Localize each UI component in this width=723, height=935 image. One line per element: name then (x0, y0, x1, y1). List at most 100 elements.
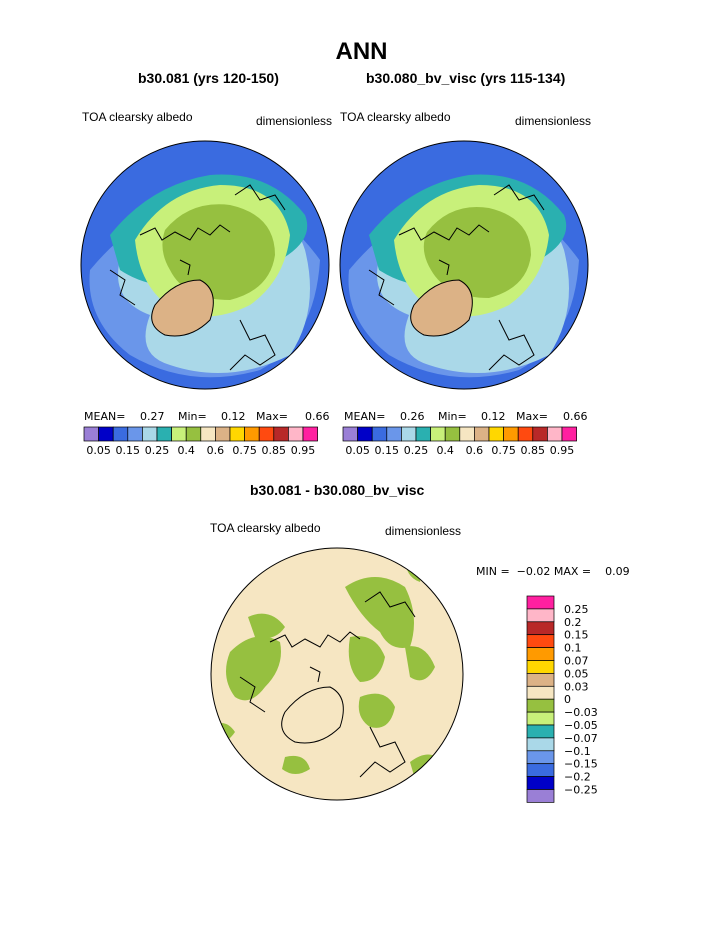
colorbar-tick-label: 0.05 (345, 444, 370, 457)
colorbar-box (401, 426, 417, 442)
greenland-region (410, 280, 473, 336)
polar-map-difference (210, 547, 464, 801)
colorbar-panel-1: 0.05 0.15 0.25 0.4 0.6 0.75 0.85 0.95 (83, 426, 318, 457)
colorbar-box (561, 426, 577, 442)
diff-variable-label: TOA clearsky albedo (210, 521, 321, 535)
colorbar-box (526, 776, 555, 790)
diff-min-max-stats: MIN = −0.02 MAX = 0.09 (476, 565, 630, 578)
panel-1-variable-label: TOA clearsky albedo (82, 110, 193, 124)
colorbar-box (200, 426, 216, 442)
colorbar-tick-label: −0.03 (564, 706, 598, 719)
colorbar-tick-label: 0.85 (262, 444, 287, 457)
panel-2-max-value: 0.66 (563, 410, 588, 423)
colorbar-box (526, 698, 555, 713)
colorbar-box (302, 426, 318, 442)
panel-2-variable-label: TOA clearsky albedo (340, 110, 451, 124)
colorbar-box (112, 426, 129, 442)
panel-1-units-label: dimensionless (256, 114, 333, 128)
polar-map-2 (339, 140, 589, 390)
negative-difference-patch (405, 646, 435, 681)
colorbar-tick-label: 0.75 (232, 444, 257, 457)
colorbar-box (526, 634, 555, 648)
colorbar-box (526, 724, 555, 739)
colorbar-box (547, 426, 563, 442)
negative-difference-patch (345, 577, 414, 648)
colorbar-box (526, 763, 555, 777)
colorbar-tick-label: 0.15 (564, 629, 589, 642)
panel-1-max-value: 0.66 (305, 410, 330, 423)
colorbar-tick-label: 0.85 (521, 444, 546, 457)
panel-1-min-label: Min= (178, 410, 207, 423)
colorbar-box (244, 426, 260, 442)
panel-2-min-label: Min= (438, 410, 467, 423)
colorbar-box (526, 789, 555, 803)
figure-title: ANN (335, 38, 388, 65)
colorbar-box (215, 426, 231, 442)
colorbar-tick-label: 0.75 (491, 444, 515, 457)
colorbar-box (526, 660, 555, 674)
colorbar-box (83, 426, 99, 442)
coastlines (239, 591, 416, 778)
colorbar-box (532, 426, 548, 442)
colorbar-box (258, 426, 275, 442)
colorbar-box (526, 608, 555, 623)
sea-ice-region (162, 204, 275, 300)
panel-2-mean-label: MEAN= (344, 410, 386, 423)
colorbar-tick-label: 0.25 (564, 603, 589, 616)
panel-2-min-value: 0.12 (481, 410, 506, 423)
diff-panel-title: b30.081 - b30.080_bv_visc (250, 482, 425, 498)
colorbar-box (357, 426, 373, 442)
colorbar-tick-label: 0.15 (116, 444, 140, 457)
colorbar-tick-label: 0.25 (145, 444, 170, 457)
colorbar-box (127, 426, 143, 442)
colorbar-tick-label: 0.6 (466, 444, 484, 457)
colorbar-tick-label: 0.2 (564, 616, 582, 629)
colorbar-tick-label: −0.15 (564, 758, 598, 771)
colorbar-panel-2: 0.05 0.15 0.25 0.4 0.6 0.75 0.85 0.95 (342, 426, 577, 457)
polar-map-1 (80, 140, 330, 390)
sea-ice-region (423, 207, 531, 298)
colorbar-box (517, 426, 534, 442)
colorbar-box (98, 426, 114, 442)
colorbar-box (185, 426, 202, 442)
colorbar-tick-label: 0.6 (207, 444, 225, 457)
colorbar-tick-label: 0.4 (436, 444, 454, 457)
colorbar-tick-label: 0.05 (564, 667, 589, 680)
greenland-region (151, 280, 214, 336)
colorbar-tick-label: 0.95 (291, 444, 316, 457)
colorbar-box (386, 426, 402, 442)
colorbar-box (526, 737, 555, 752)
colorbar-tick-label: 0.07 (564, 655, 589, 668)
colorbar-box (526, 711, 555, 726)
colorbar-box (526, 750, 555, 765)
negative-difference-patch (248, 613, 285, 639)
colorbar-box (273, 426, 289, 442)
colorbar-box (488, 426, 504, 442)
colorbar-box (156, 426, 172, 442)
colorbar-box (444, 426, 461, 442)
colorbar-box (526, 685, 555, 700)
colorbar-tick-label: 0.03 (564, 680, 589, 693)
colorbar-tick-label: 0.05 (86, 444, 111, 457)
panel-1-min-value: 0.12 (221, 410, 246, 423)
diff-units-label: dimensionless (385, 524, 462, 538)
colorbar-box (288, 426, 304, 442)
colorbar-box (229, 426, 245, 442)
panel-1-mean-label: MEAN= (84, 410, 126, 423)
colorbar-tick-label: −0.25 (564, 784, 598, 797)
colorbar-box (342, 426, 358, 442)
colorbar-box (526, 595, 555, 610)
colorbar-difference: 0.250.20.150.10.070.050.030−0.03−0.05−0.… (526, 595, 598, 803)
colorbar-box (459, 426, 475, 442)
panel-2-max-label: Max= (516, 410, 548, 423)
colorbar-tick-label: −0.2 (564, 771, 591, 784)
map-boundary (339, 140, 589, 390)
colorbar-tick-label: 0.15 (375, 444, 400, 457)
colorbar-box (474, 426, 490, 442)
colorbar-tick-label: 0.4 (177, 444, 195, 457)
colorbar-box (142, 426, 158, 442)
colorbar-box (526, 673, 555, 687)
coastlines (368, 184, 545, 371)
map-boundary (210, 547, 464, 801)
panel-1-max-label: Max= (256, 410, 288, 423)
